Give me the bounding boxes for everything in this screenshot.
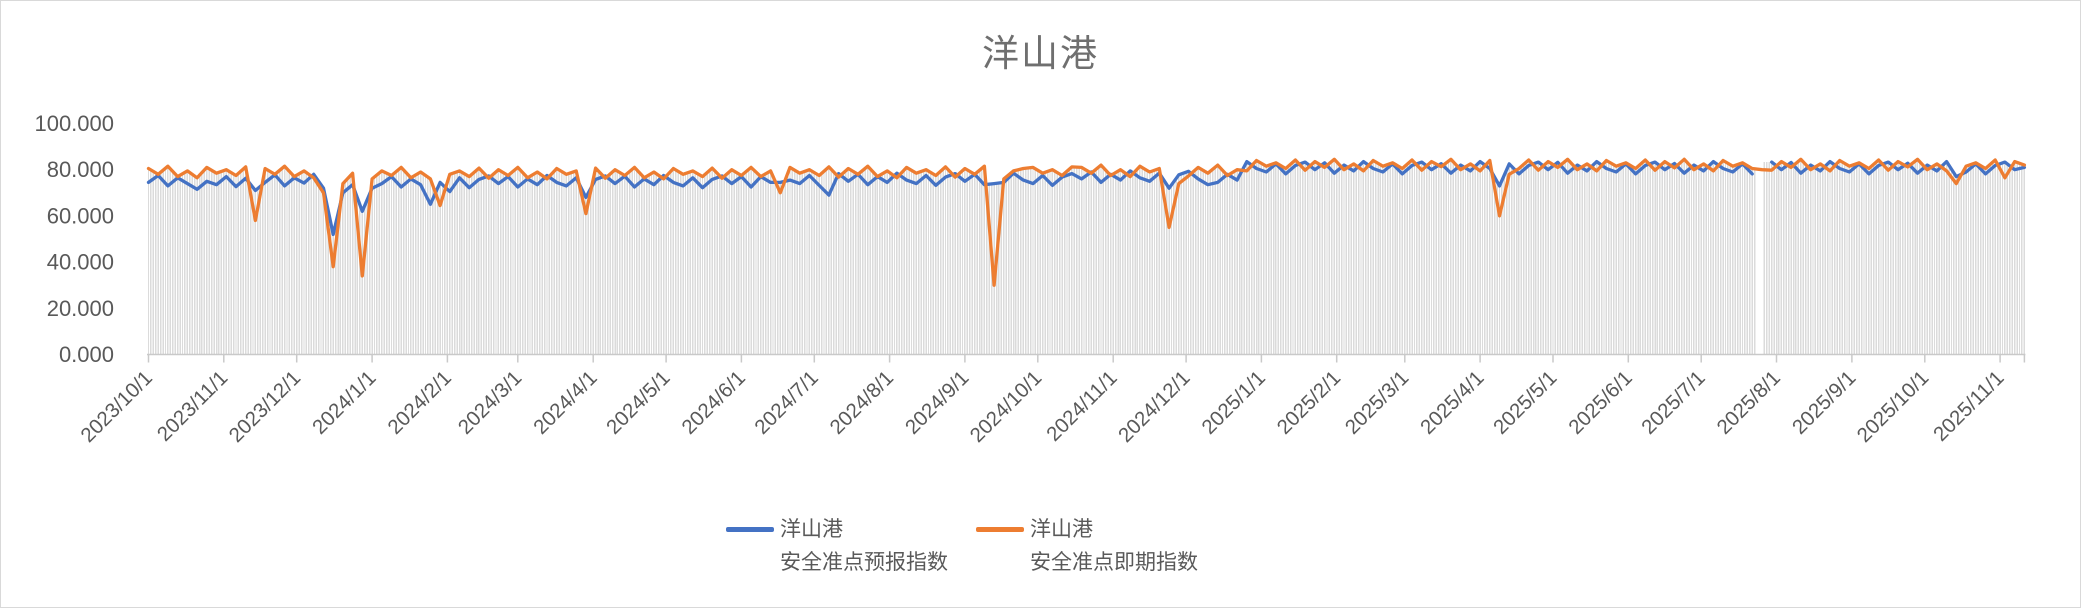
svg-text:2025/1/1: 2025/1/1 [1197,366,1270,439]
legend-item-spot: 洋山港 安全准点即期指数 [976,513,1198,579]
svg-text:60.000: 60.000 [47,203,114,228]
svg-text:2025/9/1: 2025/9/1 [1788,366,1861,439]
svg-text:2024/9/1: 2024/9/1 [901,366,974,439]
svg-text:2024/3/1: 2024/3/1 [454,366,527,439]
svg-text:2025/8/1: 2025/8/1 [1712,366,1785,439]
svg-text:2025/6/1: 2025/6/1 [1564,366,1637,439]
legend: 洋山港 安全准点预报指数 洋山港 安全准点即期指数 [1,513,2080,593]
svg-text:2023/12/1: 2023/12/1 [224,366,305,447]
svg-text:2025/11/1: 2025/11/1 [1929,366,2009,446]
svg-text:100.000: 100.000 [34,111,114,136]
legend-line-swatch-forecast [726,527,774,532]
svg-text:2025/10/1: 2025/10/1 [1853,366,1934,447]
svg-text:20.000: 20.000 [47,296,114,321]
svg-text:2024/12/1: 2024/12/1 [1114,366,1195,447]
svg-text:2025/7/1: 2025/7/1 [1637,366,1710,439]
svg-text:2024/2/1: 2024/2/1 [383,366,456,439]
svg-text:40.000: 40.000 [47,250,114,275]
svg-text:80.000: 80.000 [47,157,114,182]
legend-item-forecast: 洋山港 安全准点预报指数 [726,513,948,579]
legend-spot-series-label: 安全准点即期指数 [1030,551,1198,574]
svg-text:2024/10/1: 2024/10/1 [966,366,1047,447]
svg-text:2024/6/1: 2024/6/1 [677,366,750,439]
svg-text:2024/11/1: 2024/11/1 [1042,366,1122,446]
legend-forecast-port-label: 洋山港 [780,518,843,541]
svg-text:2024/1/1: 2024/1/1 [308,366,381,439]
svg-text:2023/11/1: 2023/11/1 [153,366,233,446]
svg-text:2025/2/1: 2025/2/1 [1273,366,1346,439]
svg-text:2024/4/1: 2024/4/1 [529,366,602,439]
svg-text:0.000: 0.000 [59,342,114,367]
svg-text:2025/5/1: 2025/5/1 [1489,366,1562,439]
svg-text:2024/8/1: 2024/8/1 [825,366,898,439]
svg-text:2024/7/1: 2024/7/1 [750,366,823,439]
svg-text:2025/4/1: 2025/4/1 [1416,366,1489,439]
legend-forecast-series-label: 安全准点预报指数 [780,551,948,574]
legend-line-swatch-spot [976,527,1024,532]
chart-title: 洋山港 [982,33,1099,74]
svg-text:2023/10/1: 2023/10/1 [76,366,157,447]
legend-spot-port-label: 洋山港 [1030,518,1093,541]
svg-text:2024/5/1: 2024/5/1 [602,366,675,439]
svg-text:2025/3/1: 2025/3/1 [1341,366,1414,439]
